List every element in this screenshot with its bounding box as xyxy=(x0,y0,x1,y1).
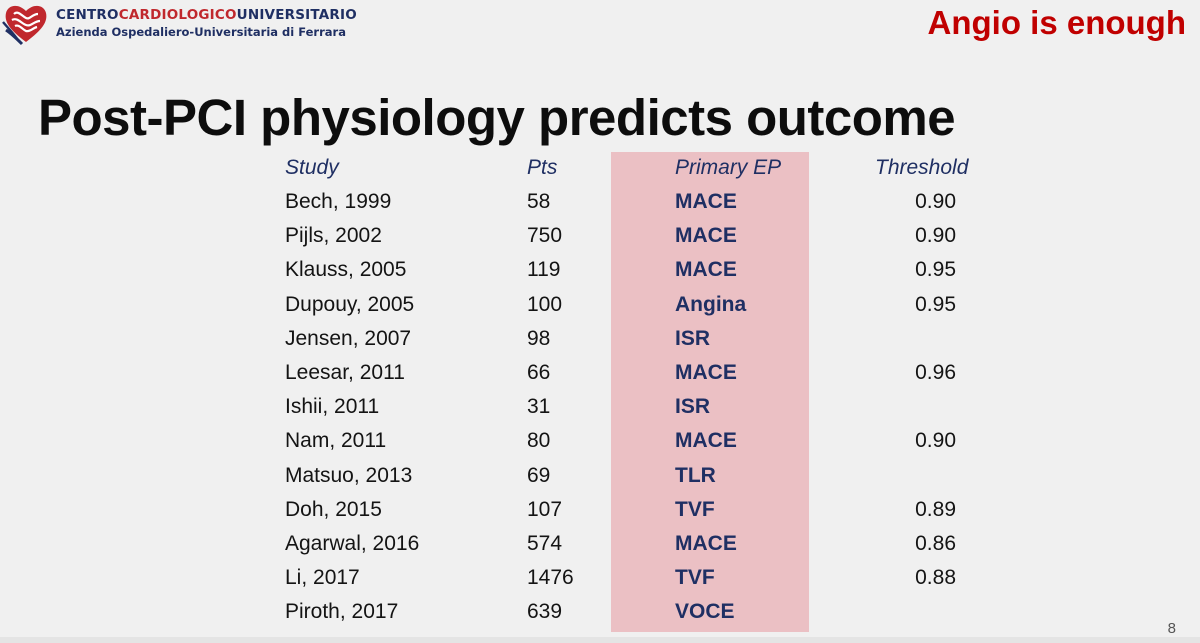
cell-threshold: 0.90 xyxy=(915,224,956,248)
cell-primary-ep: VOCE xyxy=(675,600,735,624)
org-name-post: UNIVERSITARIO xyxy=(236,7,357,23)
cell-primary-ep: MACE xyxy=(675,190,737,213)
header-pts: Pts xyxy=(527,156,558,179)
cell-primary-ep: MACE xyxy=(675,532,737,555)
cell-study: Agarwal, 2016 xyxy=(285,532,420,555)
cell-threshold: 0.90 xyxy=(915,429,956,453)
cell-primary-ep: Angina xyxy=(675,292,747,316)
org-name-mid: CARDIOLOGICO xyxy=(118,7,237,23)
cell-study: Leesar, 2011 xyxy=(285,361,405,384)
cell-pts: 639 xyxy=(527,600,563,624)
cell-study: Dupouy, 2005 xyxy=(285,292,415,316)
cell-pts: 1476 xyxy=(527,566,574,590)
tagline: Angio is enough xyxy=(927,4,1186,41)
cell-study: Piroth, 2017 xyxy=(285,600,399,624)
cell-primary-ep: ISR xyxy=(675,395,711,419)
page-number: 8 xyxy=(1167,620,1176,637)
heart-logo-icon xyxy=(2,5,47,46)
cell-pts: 107 xyxy=(527,497,563,521)
cell-study: Jensen, 2007 xyxy=(285,326,412,350)
cell-threshold: 0.95 xyxy=(915,292,956,316)
cell-pts: 574 xyxy=(527,532,563,555)
cell-threshold: 0.86 xyxy=(915,532,956,555)
cell-primary-ep: TVF xyxy=(675,497,715,521)
cell-pts: 98 xyxy=(527,326,551,350)
cell-pts: 119 xyxy=(527,258,561,282)
cell-pts: 100 xyxy=(527,292,563,316)
cell-study: Pijls, 2002 xyxy=(285,224,382,248)
cell-primary-ep: MACE xyxy=(675,224,737,248)
header-primary-ep: Primary EP xyxy=(675,156,782,179)
org-subtitle: Azienda Ospedaliero-Universitaria di Fer… xyxy=(56,25,346,39)
cell-study: Klauss, 2005 xyxy=(285,258,407,282)
cell-primary-ep: MACE xyxy=(675,361,737,384)
bottom-bar xyxy=(0,637,1200,643)
cell-pts: 69 xyxy=(527,463,551,487)
org-name: CENTROCARDIOLOGICOUNIVERSITARIO xyxy=(56,7,357,23)
cell-primary-ep: TVF xyxy=(675,566,715,590)
cell-study: Li, 2017 xyxy=(285,566,360,590)
cell-pts: 66 xyxy=(527,361,551,384)
cell-pts: 58 xyxy=(527,190,551,213)
cell-study: Matsuo, 2013 xyxy=(285,463,413,487)
cell-threshold: 0.90 xyxy=(915,190,956,213)
cell-primary-ep: MACE xyxy=(675,258,737,282)
header-threshold: Threshold xyxy=(875,156,969,179)
cell-pts: 750 xyxy=(527,224,563,248)
header-study: Study xyxy=(285,156,339,179)
primary-ep-highlight xyxy=(611,152,809,632)
cell-study: Bech, 1999 xyxy=(285,190,392,213)
cell-pts: 31 xyxy=(527,395,551,419)
cell-primary-ep: TLR xyxy=(675,463,716,487)
cell-study: Doh, 2015 xyxy=(285,497,382,521)
org-name-pre: CENTRO xyxy=(56,7,119,23)
cell-primary-ep: MACE xyxy=(675,429,737,453)
cell-threshold: 0.95 xyxy=(915,258,956,282)
cell-pts: 80 xyxy=(527,429,551,453)
cell-study: Ishii, 2011 xyxy=(285,395,380,419)
cell-threshold: 0.89 xyxy=(915,497,956,521)
cell-threshold: 0.96 xyxy=(915,361,956,384)
cell-threshold: 0.88 xyxy=(915,566,956,590)
slide-title: Post-PCI physiology predicts outcome xyxy=(38,89,956,146)
cell-study: Nam, 2011 xyxy=(285,429,387,453)
cell-primary-ep: ISR xyxy=(675,326,711,350)
